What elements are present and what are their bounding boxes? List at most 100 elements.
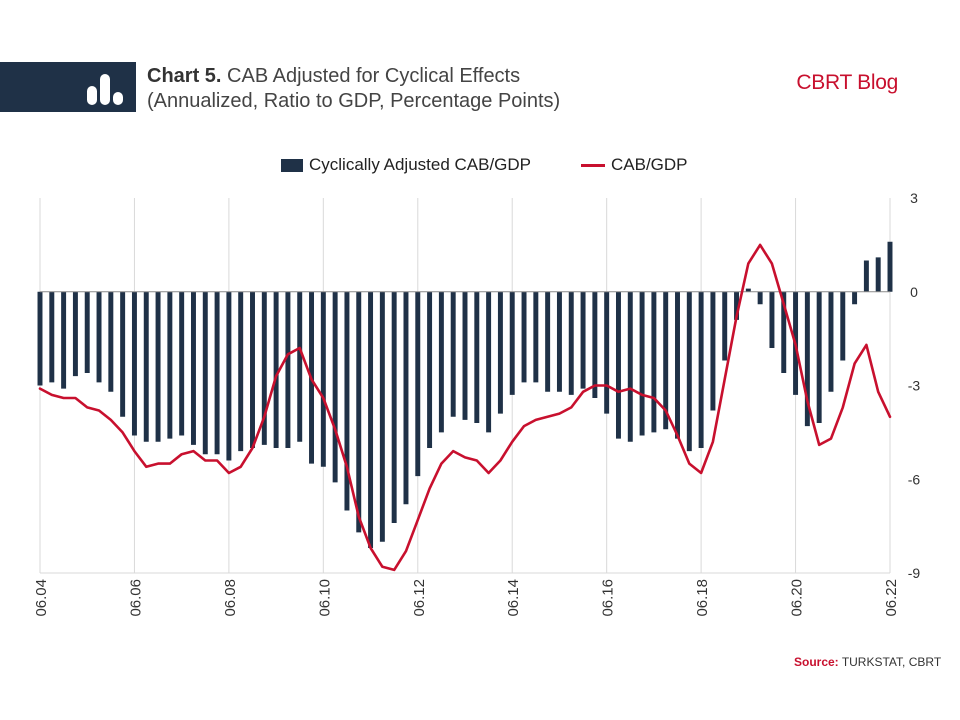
- y-tick-label: -3: [908, 378, 921, 394]
- chart-title-text: CAB Adjusted for Cyclical Effects: [227, 65, 521, 87]
- x-tick-label: 06.10: [316, 579, 333, 617]
- bar: [781, 291, 787, 373]
- x-tick-label: 06.04: [33, 579, 50, 617]
- bar-chart-icon: [87, 74, 123, 105]
- bar: [285, 291, 291, 448]
- bar: [84, 291, 90, 373]
- x-tick-label: 06.18: [694, 579, 711, 617]
- bar: [639, 291, 645, 436]
- bar: [190, 291, 196, 445]
- x-tick-label: 06.14: [505, 579, 522, 617]
- y-tick-label: 0: [910, 284, 918, 300]
- bar: [49, 291, 55, 383]
- bar: [427, 291, 433, 448]
- bar: [757, 291, 763, 305]
- bar: [155, 291, 161, 442]
- bar: [297, 291, 303, 442]
- chart-legend: Cyclically Adjusted CAB/GDP CAB/GDP: [0, 155, 960, 179]
- bar: [403, 291, 409, 505]
- source-note: Source: TURKSTAT, CBRT: [794, 654, 941, 670]
- brand-label: CBRT Blog: [796, 71, 898, 94]
- bar: [391, 291, 397, 523]
- bar: [521, 291, 527, 383]
- bar: [675, 291, 680, 439]
- bar: [61, 291, 67, 389]
- bar: [37, 291, 43, 386]
- legend-bar-swatch: [281, 158, 303, 172]
- bar: [250, 291, 255, 448]
- bar: [368, 291, 374, 548]
- y-tick-label: 3: [910, 190, 918, 206]
- bar: [214, 291, 220, 455]
- bar: [344, 291, 350, 511]
- bar: [438, 291, 444, 433]
- bar: [816, 291, 822, 423]
- bar: [131, 291, 137, 436]
- legend-item-line: CAB/GDP: [581, 155, 688, 175]
- bar: [580, 291, 586, 389]
- bar: [120, 291, 126, 417]
- bar: [273, 291, 279, 448]
- bar: [651, 291, 657, 433]
- bar: [332, 291, 338, 483]
- bar: [769, 291, 775, 348]
- bar: [875, 257, 881, 292]
- x-tick-label: 06.08: [222, 579, 239, 617]
- bar: [320, 291, 326, 467]
- legend-label-line: CAB/GDP: [611, 155, 688, 174]
- title-band: [0, 62, 136, 112]
- bar: [745, 288, 751, 292]
- bar: [497, 291, 503, 414]
- chart-title: Chart 5. CAB Adjusted for Cyclical Effec…: [147, 64, 560, 114]
- x-tick-label: 06.06: [127, 579, 144, 617]
- bar: [533, 291, 539, 383]
- bar: [167, 291, 173, 439]
- chart-number: Chart 5.: [147, 65, 222, 87]
- bar: [887, 241, 893, 292]
- y-tick-label: -6: [908, 471, 921, 487]
- bar: [863, 260, 869, 292]
- source-label: Source:: [794, 655, 839, 669]
- bar: [486, 291, 492, 433]
- bar: [179, 291, 185, 436]
- legend-label-bars: Cyclically Adjusted CAB/GDP: [309, 155, 532, 174]
- x-tick-label: 06.12: [411, 579, 428, 617]
- bar: [722, 291, 728, 361]
- bar: [72, 291, 78, 377]
- x-tick-label: 06.22: [883, 579, 900, 617]
- chart-subtitle: (Annualized, Ratio to GDP, Percentage Po…: [147, 90, 561, 112]
- bar: [356, 291, 362, 533]
- bar: [852, 291, 858, 305]
- bar: [556, 291, 562, 392]
- bar: [545, 291, 551, 392]
- bar: [96, 291, 102, 383]
- bar: [143, 291, 149, 442]
- bar: [663, 291, 669, 430]
- bar: [462, 291, 468, 420]
- y-tick-label: -9: [908, 565, 921, 581]
- legend-item-bars: Cyclically Adjusted CAB/GDP: [281, 155, 531, 175]
- bar: [698, 291, 704, 448]
- bar: [509, 291, 515, 395]
- bar: [450, 291, 456, 417]
- bar: [710, 291, 716, 411]
- bar: [592, 291, 598, 398]
- bar: [108, 291, 114, 392]
- bar: [202, 291, 208, 455]
- bar: [568, 291, 574, 395]
- source-text: TURKSTAT, CBRT: [841, 655, 942, 669]
- bar: [474, 291, 480, 423]
- legend-line-swatch: [581, 163, 605, 167]
- bar: [840, 291, 846, 361]
- cab-gdp-line: [38, 243, 892, 572]
- bar: [226, 291, 232, 461]
- bar: [604, 291, 610, 414]
- bar: [615, 291, 621, 439]
- x-tick-label: 06.20: [789, 579, 806, 617]
- bar: [686, 291, 692, 452]
- bar: [415, 291, 421, 477]
- bar: [804, 291, 810, 427]
- bar: [627, 291, 633, 442]
- bar: [379, 291, 385, 542]
